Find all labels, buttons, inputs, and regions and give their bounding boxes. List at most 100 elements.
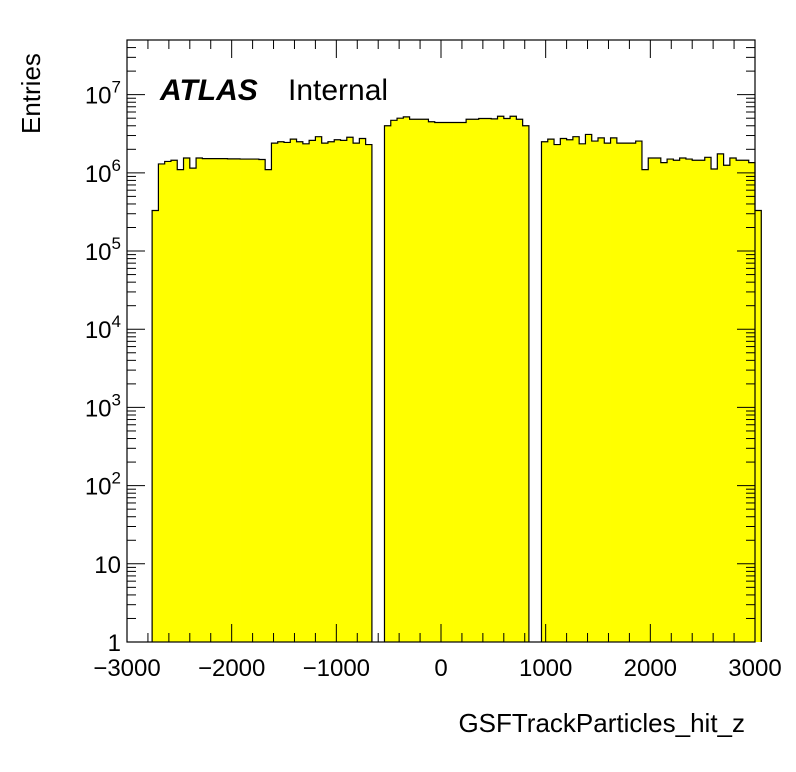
histogram-bar	[723, 165, 731, 642]
histogram-bar	[503, 118, 511, 642]
internal-label: Internal	[288, 74, 388, 107]
histogram-bar	[415, 119, 423, 642]
x-tick-label: −3000	[93, 655, 160, 682]
histogram-bar	[667, 159, 674, 642]
histogram-bar	[736, 160, 743, 642]
histogram-bar	[629, 143, 637, 642]
x-tick-label: 1000	[519, 655, 572, 682]
histogram-bar	[208, 158, 216, 642]
histogram-bar	[271, 143, 279, 642]
histogram-bar	[227, 158, 235, 642]
histogram-bar	[246, 159, 253, 642]
axis-ticks	[126, 39, 756, 643]
histogram-bar	[717, 153, 724, 642]
histogram-bar	[497, 116, 505, 642]
histogram-bar	[522, 125, 530, 642]
histogram-bar	[428, 121, 436, 643]
y-tick-label: 105	[85, 234, 121, 266]
histogram-bar	[459, 122, 467, 642]
histogram-bar	[384, 125, 392, 642]
histogram-bar	[579, 143, 586, 642]
histogram-bar	[541, 141, 549, 642]
histogram-bar	[472, 119, 480, 642]
x-tick-label: 0	[434, 655, 447, 682]
histogram-bar	[202, 158, 210, 642]
histogram-bar	[711, 168, 718, 642]
histogram-bar	[648, 157, 655, 642]
histogram-bar	[453, 122, 461, 642]
histogram-bar	[422, 119, 429, 642]
histogram-bar	[742, 160, 750, 642]
y-tick-label: 104	[85, 312, 121, 344]
y-tick-label: 1	[108, 630, 121, 657]
histogram-bar	[748, 162, 756, 642]
histogram-bar	[170, 160, 178, 642]
histogram-bar	[390, 120, 398, 643]
y-tick-label: 103	[85, 390, 121, 422]
histogram-bar	[164, 161, 172, 642]
y-tick-label: 107	[85, 78, 121, 110]
histogram-bar	[302, 143, 310, 642]
histogram-bar	[560, 138, 567, 643]
histogram-bar	[441, 122, 448, 642]
histogram-bar	[353, 143, 360, 642]
histogram-bar	[321, 143, 329, 642]
histogram-bar	[397, 118, 404, 643]
histogram-bar	[152, 210, 159, 643]
histogram-bar	[679, 157, 687, 642]
histogram-bar	[189, 168, 197, 643]
histogram-bar	[315, 136, 323, 643]
histogram-bar	[478, 118, 486, 642]
histogram-bar	[654, 157, 662, 642]
histogram-bar	[340, 140, 348, 642]
histogram-bar	[755, 210, 762, 643]
histogram-bar	[585, 134, 593, 642]
histogram-bar	[598, 137, 605, 643]
histogram-bar	[566, 139, 574, 642]
histogram-bar	[409, 119, 417, 642]
histogram-bar	[623, 143, 630, 642]
y-axis-title: Entries	[16, 53, 46, 134]
histogram-bar	[616, 143, 624, 642]
histogram-bar	[327, 141, 335, 642]
histogram-bar	[729, 157, 737, 642]
histogram-bar	[641, 169, 649, 642]
y-tick-label: 106	[85, 156, 121, 188]
histogram-bar	[660, 162, 668, 642]
histogram-bar	[158, 163, 166, 643]
histogram-bar	[177, 169, 184, 642]
y-tick-label: 102	[85, 469, 121, 501]
histogram-bar	[447, 122, 454, 642]
histogram-bar	[284, 142, 291, 642]
histogram-bar	[296, 141, 304, 642]
histogram-bar	[692, 160, 699, 642]
x-tick-label: 3000	[728, 655, 781, 682]
histogram-bar	[252, 159, 260, 642]
histogram-bar	[635, 141, 643, 642]
histogram-bar	[277, 141, 285, 642]
histogram-bar	[466, 119, 473, 642]
histogram-bar	[334, 139, 341, 642]
histogram-bar	[704, 157, 712, 643]
atlas-label: ATLAS	[159, 74, 258, 107]
histogram-bar	[233, 158, 241, 642]
histogram-bar	[214, 158, 222, 642]
histogram-bar	[290, 139, 297, 643]
x-tick-label: −1000	[303, 655, 370, 682]
histogram-bar	[491, 118, 498, 642]
histogram-bar	[516, 119, 524, 642]
histogram-bar	[183, 157, 191, 642]
histogram-bar	[346, 137, 354, 642]
histogram-bar	[554, 144, 561, 642]
histogram-bar	[221, 158, 228, 642]
histogram-bar	[604, 143, 611, 642]
histogram-bar	[510, 116, 517, 642]
y-tick-labels: 1 10 102 103 104 105 106 107	[85, 78, 121, 657]
histogram-bar	[309, 140, 316, 642]
histogram-bar	[403, 116, 410, 642]
x-tick-label: −2000	[198, 655, 265, 682]
histogram-bar	[547, 139, 555, 643]
x-tick-label: 2000	[624, 655, 677, 682]
histogram-bar	[685, 159, 693, 642]
